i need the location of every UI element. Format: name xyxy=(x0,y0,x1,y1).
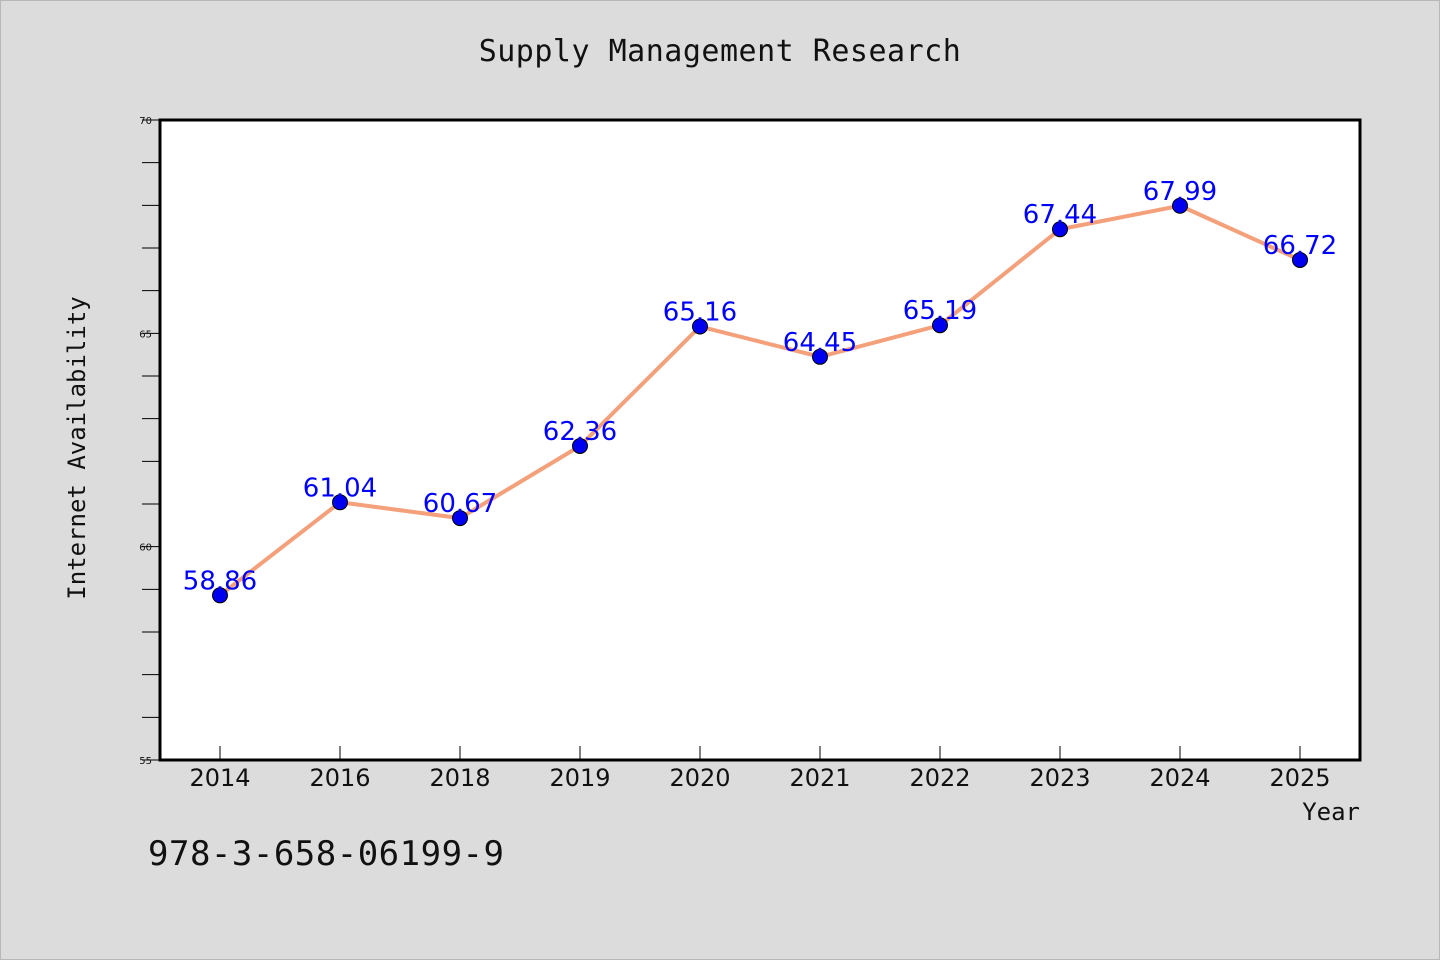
data-point xyxy=(212,587,228,604)
data-label: 67.44 xyxy=(1023,200,1097,230)
x-tick-label: 2020 xyxy=(669,764,730,792)
data-label: 62.36 xyxy=(543,417,617,447)
isbn-text: 978-3-658-06199-9 xyxy=(148,834,505,874)
data-point xyxy=(1292,251,1308,268)
data-label: 67.99 xyxy=(1143,177,1217,207)
plot-area xyxy=(158,118,1362,762)
data-label: 64.45 xyxy=(783,328,857,358)
x-axis-label: Year xyxy=(1302,798,1360,826)
y-tick-label: 60 xyxy=(139,543,152,554)
x-tick-label: 2022 xyxy=(909,764,970,792)
x-tick-label: 2021 xyxy=(789,764,850,792)
y-tick-label: 65 xyxy=(139,329,152,340)
data-point xyxy=(812,348,828,365)
data-point xyxy=(332,494,348,511)
x-tick-label: 2018 xyxy=(429,764,490,792)
y-tick-label: 70 xyxy=(139,116,152,127)
data-point xyxy=(932,317,948,334)
data-label: 66.72 xyxy=(1263,231,1337,261)
x-tick-label: 2019 xyxy=(549,764,610,792)
data-label: 60.67 xyxy=(423,489,497,519)
series-markers xyxy=(212,197,1308,604)
data-label: 65.16 xyxy=(663,298,737,328)
data-label: 65.19 xyxy=(903,296,977,326)
data-point xyxy=(1172,197,1188,214)
data-label: 58.86 xyxy=(183,566,257,596)
data-labels: 58.86 61.04 60.67 62.36 65.16 64.45 65.19 67.44… xyxy=(183,177,1337,597)
y-axis: 55 60 65 70 xyxy=(139,116,160,767)
y-tick-label: 55 xyxy=(139,756,152,767)
x-tick-label: 2016 xyxy=(309,764,370,792)
data-label: 61.04 xyxy=(303,473,377,503)
x-axis: 2014 2016 2018 2019 2020 2021 2022 2023 2024 2025 xyxy=(189,746,1331,792)
x-tick-label: 2025 xyxy=(1269,764,1330,792)
series-line xyxy=(218,203,1302,598)
y-axis-label: Internet Availability xyxy=(63,296,91,599)
x-tick-label: 2014 xyxy=(189,764,250,792)
x-tick-label: 2024 xyxy=(1149,764,1210,792)
chart-title: Supply Management Research xyxy=(478,34,962,69)
data-point xyxy=(572,437,588,454)
data-point xyxy=(452,510,468,527)
data-point xyxy=(1052,221,1068,238)
x-tick-label: 2023 xyxy=(1029,764,1090,792)
data-point xyxy=(692,318,708,335)
